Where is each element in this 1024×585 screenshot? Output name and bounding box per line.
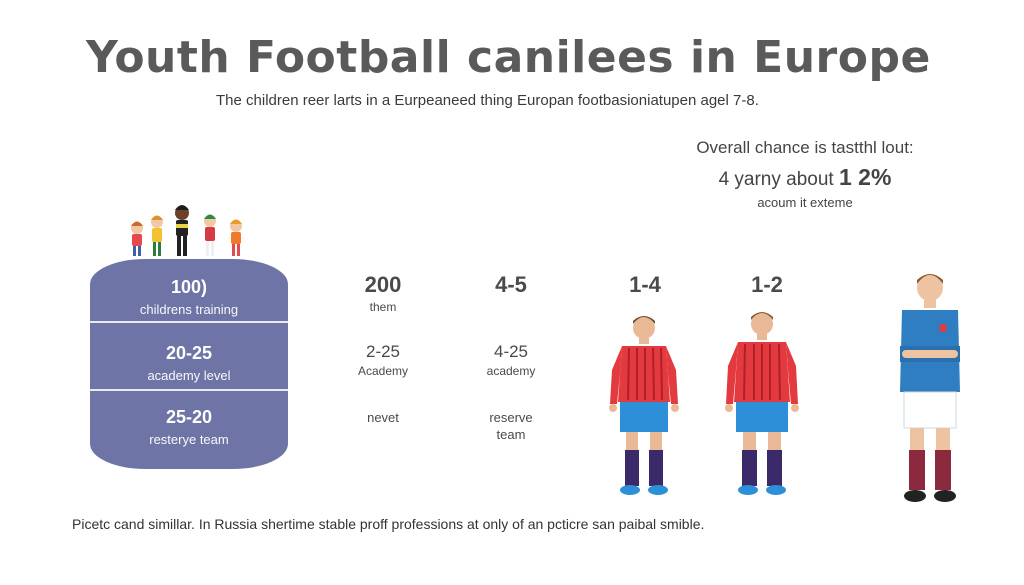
child-1 [131, 221, 143, 256]
barrel-segment-3: 25-20 resterye team [90, 407, 288, 447]
children-illustration [131, 205, 242, 256]
column-2-low-value: reserve [489, 410, 533, 425]
segment-1-label: childrens training [139, 302, 239, 317]
subtitle: The children reer larts in a Eurpeaneed … [216, 92, 759, 109]
segment-3-label: resterye team [149, 432, 229, 447]
segment-divider [90, 389, 288, 391]
segment-1-number: 100) [170, 277, 208, 297]
page-title: Youth Football canilees in Europe [86, 32, 931, 83]
pyramid-barrel: 100) childrens training 20-25 academy le… [90, 259, 288, 469]
column-2-mid-sub: academy [486, 364, 536, 378]
child-2 [151, 215, 163, 256]
column-2-mid: 4-25 academy [476, 342, 546, 378]
column-4-5: 4-5 [476, 272, 546, 298]
column-2-head: 4-5 [495, 272, 527, 297]
player-red-1 [609, 316, 679, 495]
column-200: 200 them [348, 272, 418, 314]
column-1-head: 200 [364, 272, 402, 297]
segment-2-number: 20-25 [165, 343, 213, 363]
child-5 [230, 219, 242, 256]
column-1-4: 1-4 [610, 272, 680, 298]
column-2-low: reserve team [476, 408, 546, 442]
column-1-mid: 2-25 Academy [348, 342, 418, 378]
column-2-low-sub: team [496, 427, 526, 442]
column-3-head: 1-4 [629, 272, 661, 297]
player-blue [900, 274, 960, 502]
child-4 [204, 214, 216, 256]
column-1-sub: them [369, 300, 397, 314]
overall-prefix: 4 yarny about [718, 169, 839, 190]
overall-chance: Overall chance is tastthl lout: 4 yarny … [690, 138, 920, 210]
column-1-low-value: nevet [367, 410, 399, 425]
child-3 [175, 205, 189, 256]
segment-divider [90, 321, 288, 323]
segment-3-number: 25-20 [165, 407, 213, 427]
overall-line-3: acoum it exteme [757, 195, 853, 210]
overall-value: 1 2% [838, 164, 892, 190]
segment-2-label: academy level [147, 368, 231, 383]
column-1-mid-value: 2-25 [365, 342, 401, 361]
column-4-head: 1-2 [751, 272, 783, 297]
overall-line-2: 4 yarny about 1 2% [690, 164, 920, 191]
column-2-mid-value: 4-25 [493, 342, 529, 361]
player-red-2 [725, 312, 799, 495]
overall-line-1: Overall chance is tastthl lout: [696, 138, 914, 157]
column-1-low: nevet [348, 408, 418, 425]
footer-note: Picetc cand simillar. In Russia shertime… [72, 516, 705, 532]
column-1-2: 1-2 [732, 272, 802, 298]
barrel-segment-2: 20-25 academy level [90, 343, 288, 383]
column-1-mid-sub: Academy [357, 364, 409, 378]
barrel-segment-1: 100) childrens training [90, 277, 288, 317]
